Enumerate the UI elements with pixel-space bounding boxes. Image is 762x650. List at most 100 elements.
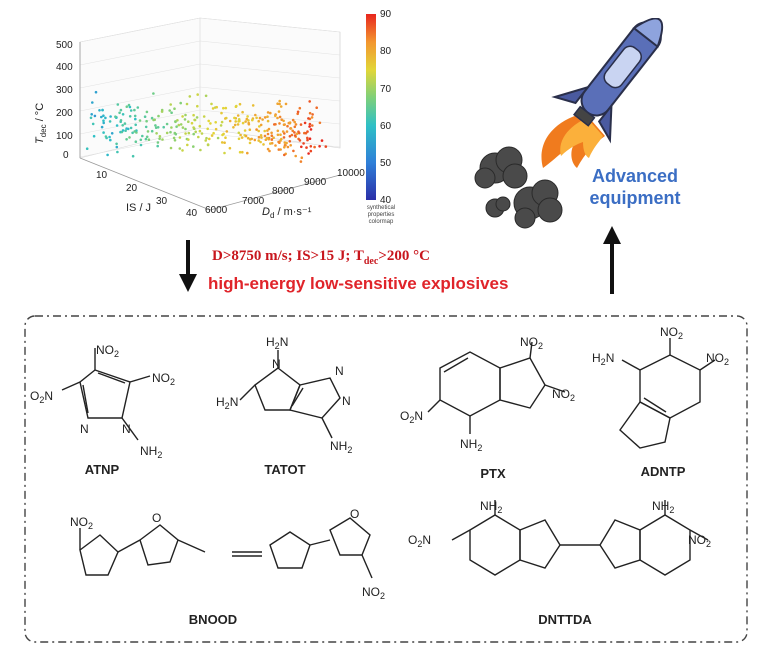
dd-tick: 10000	[337, 168, 365, 179]
scatter-point	[187, 120, 190, 123]
dd-tick: 6000	[205, 205, 228, 216]
scatter-point	[134, 123, 137, 127]
scatter-point	[299, 160, 303, 163]
dd-axis-label: Dd / m·s⁻¹	[262, 206, 312, 221]
scatter-point	[233, 116, 236, 120]
scatter-point	[255, 116, 258, 120]
scatter-point	[259, 123, 263, 127]
scatter-point	[236, 114, 240, 117]
scatter-point	[119, 120, 122, 123]
svg-text:NH2: NH2	[652, 499, 674, 515]
scatter-point	[178, 147, 182, 150]
scatter-point	[282, 119, 285, 123]
scatter-point	[224, 136, 227, 139]
scatter-point	[220, 120, 224, 124]
scatter-point	[308, 125, 311, 128]
scatter-point	[173, 139, 177, 142]
scatter-point	[309, 145, 313, 148]
scatter-point	[158, 135, 162, 138]
scatter-point	[311, 124, 314, 127]
scatter-point	[251, 118, 254, 122]
scatter-point	[93, 114, 97, 118]
scatter-point	[228, 119, 232, 123]
scatter-point	[291, 118, 295, 122]
scatter-point	[282, 123, 286, 126]
scatter-point	[131, 154, 135, 158]
scatter-point	[91, 122, 95, 126]
dd-tick: 8000	[272, 186, 295, 197]
scatter-point	[119, 108, 123, 112]
scatter-point	[131, 131, 134, 135]
scatter-point	[306, 138, 309, 142]
is-tick: 10	[96, 170, 108, 181]
scatter-point	[283, 146, 286, 149]
scatter-point	[300, 145, 303, 149]
scatter-point	[207, 119, 210, 123]
scatter-point	[104, 116, 107, 120]
scatter-point	[257, 135, 261, 139]
scatter-point	[288, 140, 292, 143]
scatter-point	[289, 144, 293, 147]
scatter-point	[257, 119, 261, 123]
scatter-point	[160, 110, 164, 113]
scatter-point	[307, 152, 310, 155]
scatter-point	[276, 102, 279, 105]
scatter-point	[246, 151, 249, 155]
scatter-point	[224, 106, 228, 110]
scatter-point	[277, 148, 281, 151]
scatter-point	[292, 149, 295, 153]
scatter-point	[98, 109, 101, 112]
scatter-point	[278, 122, 281, 125]
scatter-point	[179, 101, 182, 105]
scatter-point	[188, 95, 192, 98]
scatter-point	[222, 132, 225, 136]
scatter-point	[282, 136, 286, 139]
scatter-point	[206, 127, 209, 131]
scatter-point	[133, 108, 136, 112]
svg-text:O2N: O2N	[408, 533, 431, 549]
scatter-point	[109, 138, 112, 142]
scatter-point	[216, 136, 220, 140]
scatter-point	[154, 124, 157, 127]
scatter-point	[239, 133, 242, 137]
scatter-point	[284, 144, 287, 147]
scatter-point	[145, 119, 148, 123]
scatter-point	[298, 139, 302, 142]
scatter-point	[101, 108, 104, 112]
scatter-point	[278, 99, 282, 103]
scatter-point	[202, 115, 206, 118]
dd-tick: 9000	[304, 177, 327, 188]
scatter-point	[104, 135, 108, 138]
molecule-bnood	[79, 517, 373, 579]
molecule-ptx	[427, 341, 566, 434]
scatter-point	[293, 131, 296, 134]
scatter-point	[246, 136, 250, 140]
colorbar-tick: 40	[380, 195, 392, 206]
scatter-point	[123, 122, 127, 125]
colorbar-tick: 70	[380, 84, 392, 95]
scatter-point	[152, 118, 155, 122]
scatter-point	[278, 102, 281, 106]
scatter-point	[235, 104, 238, 108]
scatter-point	[161, 138, 164, 141]
scatter-point	[133, 114, 137, 118]
scatter-point	[214, 127, 218, 131]
scatter-point	[279, 133, 282, 136]
scatter-point	[278, 141, 281, 144]
scatter-point	[318, 145, 321, 148]
scatter-point	[276, 133, 280, 137]
scatter-point	[181, 126, 185, 129]
svg-text:O: O	[152, 511, 161, 525]
heading: high-energy low-sensitive explosives	[208, 274, 509, 293]
scatter-point	[305, 146, 308, 149]
scatter-point	[294, 154, 298, 158]
colorbar-tick: 90	[380, 9, 392, 20]
scatter-point	[308, 137, 312, 140]
scatter-point	[127, 103, 131, 107]
scatter-point	[157, 114, 160, 118]
scatter-point	[240, 136, 244, 139]
scatter-point	[134, 117, 137, 121]
scatter-point	[139, 138, 143, 142]
scatter-point	[293, 125, 297, 129]
molecule-label-atnp: ATNP	[84, 462, 120, 477]
